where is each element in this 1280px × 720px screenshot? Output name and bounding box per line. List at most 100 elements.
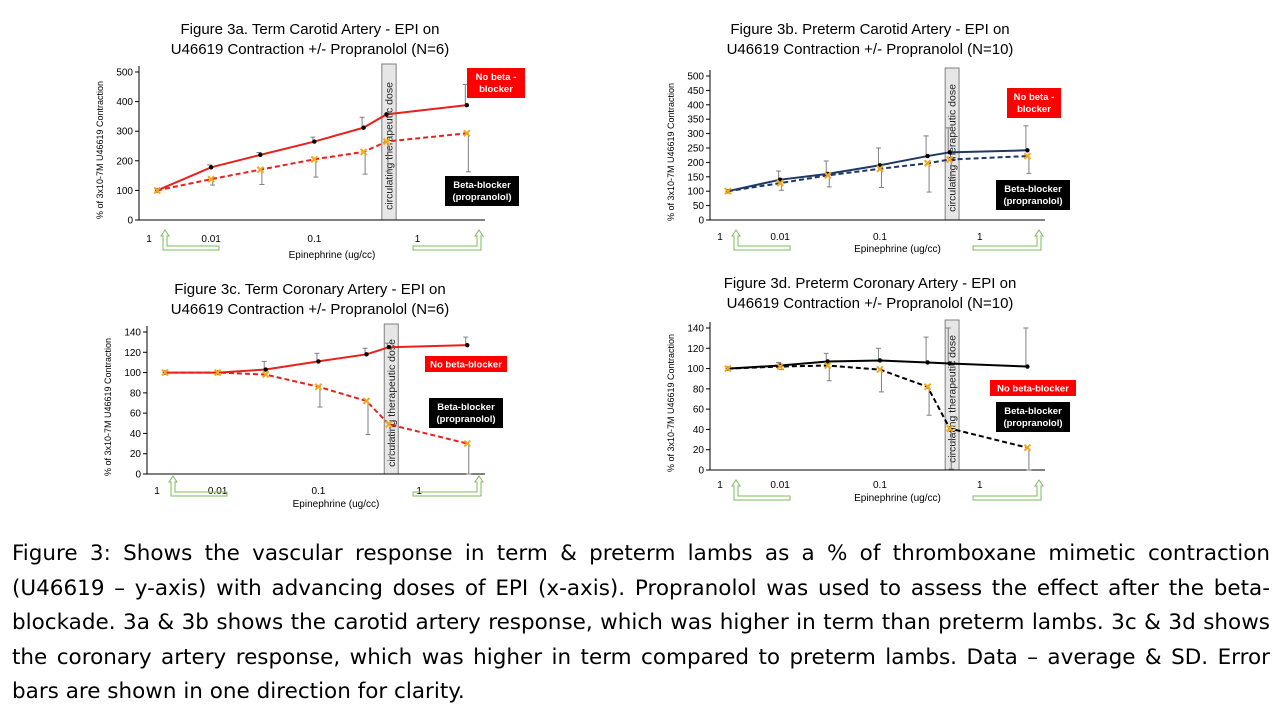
chart-3c-title-line1: Figure 3c. Term Coronary Artery - EPI on bbox=[174, 281, 446, 298]
chart-3c-title: Figure 3c. Term Coronary Artery - EPI on… bbox=[95, 280, 525, 320]
y-tick-label: 400 bbox=[116, 97, 133, 108]
figure-caption: Figure 3: Shows the vascular response in… bbox=[12, 541, 1270, 704]
series-no-beta-blocker-point bbox=[316, 359, 321, 364]
series-no-beta-blocker-point bbox=[1025, 364, 1030, 369]
series-beta-blocker-point bbox=[1023, 443, 1032, 452]
y-tick-label: 0 bbox=[698, 216, 704, 227]
chart-3d-layer: circulating therapeutic dose 0 20 40 60 80 100… bbox=[666, 319, 1076, 504]
series-beta-blocker-point bbox=[310, 155, 319, 164]
series-no-beta-blocker-point bbox=[1025, 148, 1030, 153]
legend-beta-blocker-text: Beta-blocker bbox=[1004, 184, 1062, 195]
chart-3b: Figure 3b. Preterm Carotid Artery - EPI … bbox=[660, 20, 1090, 280]
x-axis-label: Epinephrine (ug/cc) bbox=[293, 499, 380, 510]
y-tick-label: 0 bbox=[127, 216, 133, 227]
y-tick-label: 50 bbox=[693, 201, 705, 212]
chart-3c-layer: circulating therapeutic dose 0 20 40 60 80 100… bbox=[103, 323, 507, 510]
x-tick-label: 0.1 bbox=[873, 480, 887, 491]
legend-no-beta-blocker-text: No beta-blocker bbox=[430, 360, 502, 371]
chart-3c: Figure 3c. Term Coronary Artery - EPI on… bbox=[95, 280, 525, 520]
legend-no-beta-blocker-box bbox=[1007, 88, 1061, 118]
x-axis-label: Epinephrine (ug/cc) bbox=[289, 250, 376, 261]
series-beta-blocker-point bbox=[923, 383, 932, 391]
y-axis-label: % of 3x10-7M U46619 Contraction bbox=[103, 338, 113, 476]
series-beta-blocker-point bbox=[824, 361, 832, 370]
therapeutic-dose-label: circulating therapeutic dose bbox=[383, 82, 395, 210]
chart-3b-title: Figure 3b. Preterm Carotid Artery - EPI … bbox=[630, 20, 1110, 60]
chart-3b-layer: circulating therapeutic dose 0 50 100 150 200… bbox=[666, 67, 1070, 255]
series-no-beta-blocker-point bbox=[925, 153, 930, 159]
y-tick-label: 80 bbox=[693, 384, 705, 395]
legend-beta-blocker-box bbox=[996, 180, 1070, 210]
y-tick-label: 300 bbox=[687, 129, 704, 140]
y-tick-label: 120 bbox=[687, 344, 704, 355]
x-tick-label: 0.01 bbox=[770, 480, 790, 491]
chart-3d: Figure 3d. Preterm Coronary Artery - EPI… bbox=[660, 274, 1090, 520]
right-arrow-icon bbox=[412, 229, 484, 251]
y-tick-label: 80 bbox=[130, 388, 142, 399]
therapeutic-dose-label: circulating therapeutic dose bbox=[386, 339, 398, 467]
series-beta-blocker-line bbox=[727, 364, 1028, 449]
series-beta-blocker-point bbox=[724, 187, 732, 195]
legend-beta-blocker-text: (propranolol) bbox=[452, 192, 511, 203]
y-tick-label: 20 bbox=[130, 449, 142, 460]
y-tick-label: 100 bbox=[687, 187, 704, 198]
legend-beta-blocker-text: (propranolol) bbox=[436, 414, 495, 425]
series-beta-blocker-point bbox=[256, 165, 265, 174]
series-beta-blocker-point bbox=[314, 383, 323, 391]
chart-3b-plot: circulating therapeutic dose 0 50 100 150 200… bbox=[666, 67, 1070, 255]
series-beta-blocker-point bbox=[776, 179, 784, 187]
y-tick-label: 450 bbox=[687, 86, 704, 97]
series-no-beta-blocker-point bbox=[947, 150, 952, 155]
legend-beta-blocker-box bbox=[996, 402, 1070, 432]
x-tick-label: 1 bbox=[977, 232, 983, 243]
series-beta-blocker-point bbox=[213, 368, 222, 377]
series-beta-blocker-point bbox=[824, 171, 832, 180]
legend-no-beta-blocker-text: blocker bbox=[1017, 104, 1051, 115]
series-no-beta-blocker-point bbox=[263, 367, 268, 372]
chart-3a-title-line1: Figure 3a. Term Carotid Artery - EPI on bbox=[180, 21, 440, 38]
y-tick-label: 140 bbox=[687, 324, 704, 335]
chart-3a-layer: circulating therapeutic dose 0 100 200 300 40… bbox=[95, 63, 525, 261]
y-tick-label: 60 bbox=[130, 409, 142, 420]
series-beta-blocker-point bbox=[876, 165, 884, 173]
y-tick-label: 60 bbox=[693, 405, 705, 416]
x-tick-label: 0.1 bbox=[307, 234, 321, 245]
series-beta-blocker-point bbox=[382, 137, 391, 146]
series-no-beta-blocker-line bbox=[164, 344, 468, 374]
series-beta-blocker-point bbox=[923, 159, 932, 167]
legend-beta-blocker-box bbox=[429, 398, 503, 428]
legend-no-beta-blocker-text: No beta-blocker bbox=[997, 384, 1069, 395]
series-beta-blocker-point bbox=[359, 148, 368, 156]
legend-beta-blocker-text: (propranolol) bbox=[1003, 196, 1062, 207]
series-beta-blocker-point bbox=[362, 397, 371, 405]
series-beta-blocker-point bbox=[207, 175, 215, 183]
x-tick-label: 0.1 bbox=[873, 232, 887, 243]
legend-no-beta-blocker-box bbox=[425, 356, 507, 372]
legend-no-beta-blocker-text: No beta - bbox=[476, 72, 517, 83]
series-no-beta-blocker-point bbox=[208, 165, 214, 170]
series-beta-blocker-line bbox=[727, 155, 1028, 193]
chart-3b-title-line1: Figure 3b. Preterm Carotid Artery - EPI … bbox=[730, 21, 1010, 38]
y-tick-label: 20 bbox=[693, 445, 705, 456]
y-tick-label: 100 bbox=[687, 364, 704, 375]
series-no-beta-blocker-point bbox=[361, 125, 366, 130]
series-no-beta-blocker-point bbox=[925, 360, 930, 365]
legend-beta-blocker-text: Beta-blocker bbox=[453, 180, 511, 191]
chart-3d-title: Figure 3d. Preterm Coronary Artery - EPI… bbox=[630, 274, 1110, 314]
y-tick-label: 120 bbox=[124, 348, 141, 359]
series-no-beta-blocker-point bbox=[364, 352, 369, 357]
series-beta-blocker-point bbox=[724, 364, 732, 373]
series-beta-blocker-point bbox=[463, 129, 471, 137]
therapeutic-dose-label: circulating therapeutic dose bbox=[947, 335, 959, 463]
legend-no-beta-blocker-text: blocker bbox=[479, 84, 513, 95]
series-no-beta-blocker-point bbox=[464, 102, 470, 108]
series-beta-blocker-point bbox=[161, 368, 169, 377]
y-tick-label: 500 bbox=[687, 72, 704, 83]
y-axis-label: % of 3x10-7M U46619 Contraction bbox=[666, 83, 676, 221]
y-tick-label: 250 bbox=[687, 144, 704, 155]
chart-3d-title-line1: Figure 3d. Preterm Coronary Artery - EPI… bbox=[723, 275, 1017, 292]
series-no-beta-blocker-point bbox=[384, 112, 389, 117]
left-arrow-icon bbox=[731, 229, 791, 251]
chart-3c-plot: circulating therapeutic dose 0 20 40 60 80 100… bbox=[103, 323, 507, 510]
series-no-beta-blocker-point bbox=[312, 139, 317, 144]
